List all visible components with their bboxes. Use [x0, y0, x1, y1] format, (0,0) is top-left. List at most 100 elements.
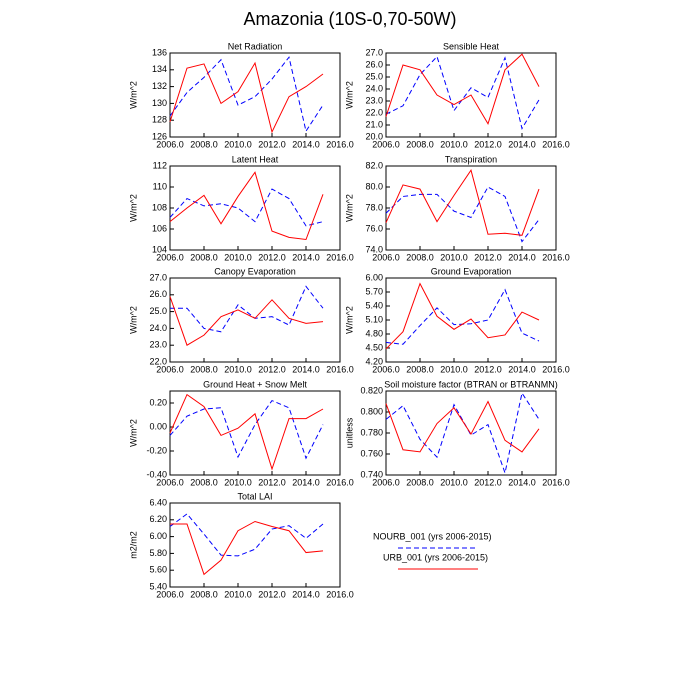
x-tick-label: 2014.0: [292, 139, 320, 149]
x-tick-label: 2016.0: [542, 364, 570, 374]
x-tick-label: 2014.0: [292, 477, 320, 487]
y-tick-label: 0.800: [360, 406, 383, 416]
x-tick-label: 2010.0: [440, 252, 468, 262]
y-tick-label: 6.00: [149, 531, 167, 541]
x-tick-label: 2014.0: [508, 477, 536, 487]
series-line: [169, 188, 324, 227]
x-tick-label: 2006.0: [156, 139, 184, 149]
x-tick-label: 2008.0: [190, 364, 218, 374]
y-tick-label: 5.70: [365, 286, 383, 296]
y-tick-label: 130: [152, 98, 167, 108]
series-line: [169, 171, 324, 241]
y-axis-label: m2/m2: [128, 531, 138, 559]
y-tick-label: 0.00: [149, 421, 167, 431]
y-tick-label: 27.0: [365, 47, 383, 57]
y-tick-label: 82.0: [365, 160, 383, 170]
x-tick-label: 2012.0: [258, 252, 286, 262]
series-line: [169, 513, 324, 557]
x-tick-label: 2008.0: [190, 589, 218, 599]
x-tick-label: 2014.0: [508, 139, 536, 149]
panel-title: Sensible Heat: [443, 41, 500, 51]
y-tick-label: 4.80: [365, 328, 383, 338]
plot-frame: [385, 52, 557, 138]
x-tick-label: 2010.0: [440, 477, 468, 487]
y-tick-label: 132: [152, 81, 167, 91]
y-axis-label: W/m^2: [344, 306, 354, 334]
y-tick-label: 6.40: [149, 497, 167, 507]
x-tick-label: 2012.0: [474, 364, 502, 374]
x-tick-label: 2010.0: [440, 139, 468, 149]
y-axis-label: W/m^2: [128, 306, 138, 334]
x-tick-label: 2010.0: [224, 364, 252, 374]
x-tick-label: 2016.0: [542, 252, 570, 262]
y-tick-label: 24.0: [149, 323, 167, 333]
series-line: [169, 61, 324, 134]
x-tick-label: 2008.0: [406, 252, 434, 262]
series-line: [169, 296, 324, 346]
panel-title: Ground Heat + Snow Melt: [203, 379, 307, 389]
plot-frame: [169, 502, 341, 588]
y-tick-label: 6.20: [149, 514, 167, 524]
series-line: [169, 399, 324, 460]
y-tick-label: 0.780: [360, 427, 383, 437]
y-tick-label: 104: [152, 244, 167, 254]
y-axis-label: W/m^2: [344, 81, 354, 109]
x-tick-label: 2016.0: [326, 589, 354, 599]
x-tick-label: 2014.0: [508, 252, 536, 262]
y-tick-label: 25.0: [149, 306, 167, 316]
legend-label: URB_001 (yrs 2006-2015): [383, 552, 488, 562]
y-tick-label: 106: [152, 223, 167, 233]
x-tick-label: 2006.0: [372, 364, 400, 374]
y-tick-label: 25.0: [365, 71, 383, 81]
panel-title: Net Radiation: [228, 41, 283, 51]
x-tick-label: 2008.0: [190, 252, 218, 262]
y-tick-label: 27.0: [149, 272, 167, 282]
panel-title: Latent Heat: [232, 154, 279, 164]
y-tick-label: 23.0: [365, 95, 383, 105]
panel-title: Transpiration: [445, 154, 497, 164]
y-tick-label: -0.20: [146, 445, 167, 455]
x-tick-label: 2012.0: [474, 477, 502, 487]
series-line: [170, 285, 324, 333]
y-tick-label: 26.0: [149, 289, 167, 299]
x-tick-label: 2014.0: [292, 364, 320, 374]
plot-frame: [169, 277, 341, 363]
x-tick-label: 2008.0: [406, 139, 434, 149]
x-tick-label: 2010.0: [224, 589, 252, 599]
x-tick-label: 2012.0: [258, 589, 286, 599]
series-line: [385, 169, 540, 236]
x-tick-label: 2008.0: [190, 139, 218, 149]
y-tick-label: 26.0: [365, 59, 383, 69]
series-line: [169, 393, 324, 471]
x-tick-label: 2010.0: [224, 139, 252, 149]
panel-title: Soil moisture factor (BTRAN or BTRANMN): [384, 379, 558, 389]
y-tick-label: 5.40: [149, 581, 167, 591]
x-tick-label: 2012.0: [474, 139, 502, 149]
x-tick-label: 2008.0: [406, 364, 434, 374]
y-tick-label: 78.0: [365, 202, 383, 212]
y-tick-label: 5.40: [365, 300, 383, 310]
y-tick-label: 126: [152, 131, 167, 141]
y-axis-label: W/m^2: [344, 194, 354, 222]
y-axis-label: W/m^2: [128, 194, 138, 222]
y-tick-label: 0.740: [360, 469, 383, 479]
series-line: [385, 53, 540, 126]
x-tick-label: 2016.0: [326, 477, 354, 487]
x-tick-label: 2006.0: [156, 364, 184, 374]
y-tick-label: 136: [152, 47, 167, 57]
legend-label: NOURB_001 (yrs 2006-2015): [373, 531, 492, 541]
y-tick-label: 21.0: [365, 119, 383, 129]
series-line: [385, 288, 540, 345]
x-tick-label: 2008.0: [406, 477, 434, 487]
x-tick-label: 2012.0: [258, 364, 286, 374]
y-tick-label: 74.0: [365, 244, 383, 254]
y-tick-label: 134: [152, 64, 167, 74]
x-tick-label: 2016.0: [326, 252, 354, 262]
x-tick-label: 2014.0: [508, 364, 536, 374]
series-line: [385, 55, 540, 130]
series-line: [385, 391, 540, 475]
x-tick-label: 2006.0: [156, 252, 184, 262]
x-tick-label: 2012.0: [258, 477, 286, 487]
x-tick-label: 2012.0: [258, 139, 286, 149]
